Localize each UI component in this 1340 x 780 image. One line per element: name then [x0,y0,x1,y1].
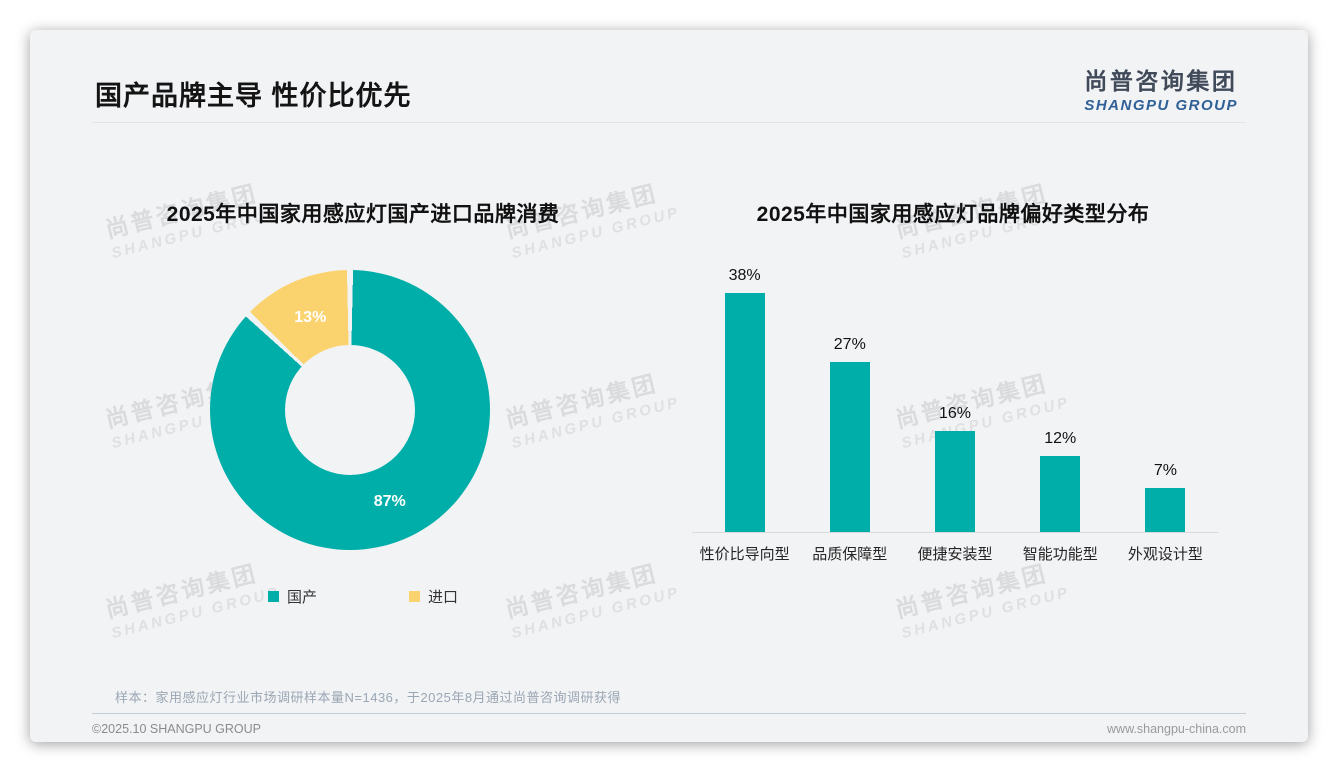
bar-rect [829,361,870,532]
header-divider [92,122,1246,123]
bar-chart-categories: 性价比导向型 品质保障型 便捷安装型 智能功能型 外观设计型 [692,543,1218,564]
legend-swatch [267,591,279,602]
legend-label: 国产 [286,589,317,606]
legend-swatch [409,591,420,602]
donut-legend: 国产 进口 [88,586,638,607]
bar-category-label: 智能功能型 [1022,546,1098,563]
bar-rect [935,431,975,532]
bar-rect [1040,456,1081,532]
sample-note: 样本：家用感应灯行业市场调研样本量N=1436，于2025年8月通过尚普咨询调研… [115,690,622,705]
slide-card: 尚普咨询集团 SHANGPU GROUP 尚普咨询集团 SHANGPU GROUP 尚普… [30,30,1308,742]
bar-chart: 38% 27% 16% 12% 7% [692,253,1218,533]
bar-column: 16% [902,405,1007,532]
legend-item: 国产 [267,586,317,607]
bar-value-label: 27% [833,335,866,353]
bar-category-label: 性价比导向型 [699,546,790,563]
bar-value-label: 38% [728,266,761,284]
donut-chart: 87% 13% [210,270,490,550]
bar-column: 27% [797,336,902,532]
logo-cn-text: 尚普咨询集团 [1084,68,1238,94]
bar-column: 7% [1113,462,1218,532]
donut-slice-label: 13% [294,309,327,327]
bar-value-label: 7% [1153,461,1177,479]
bar-rect [1145,487,1186,532]
bar-column: 38% [692,267,797,532]
bar-value-label: 12% [1044,430,1077,448]
bar-category-label: 品质保障型 [812,546,888,563]
footer-copyright: ©2025.10 SHANGPU GROUP [92,722,261,736]
footer-website: www.shangpu-china.com [1107,722,1246,736]
bar-category-label: 外观设计型 [1127,546,1203,563]
bar-column: 12% [1008,430,1113,532]
donut-hole [285,345,415,475]
donut-chart-title: 2025年中国家用感应灯国产进口品牌消费 [166,203,560,226]
legend-label: 进口 [428,589,459,606]
donut-slice-label: 87% [373,492,406,510]
footer-divider [92,713,1246,714]
page-title: 国产品牌主导 性价比优先 [95,81,412,111]
legend-item: 进口 [409,586,458,607]
bar-value-label: 16% [938,405,972,423]
bar-chart-title: 2025年中国家用感应灯品牌偏好类型分布 [756,203,1150,226]
logo-en-text: SHANGPU GROUP [1084,97,1238,114]
bar-category-label: 便捷安装型 [917,546,993,563]
company-logo: 尚普咨询集团 SHANGPU GROUP [1084,62,1238,114]
bar-rect [724,292,765,532]
